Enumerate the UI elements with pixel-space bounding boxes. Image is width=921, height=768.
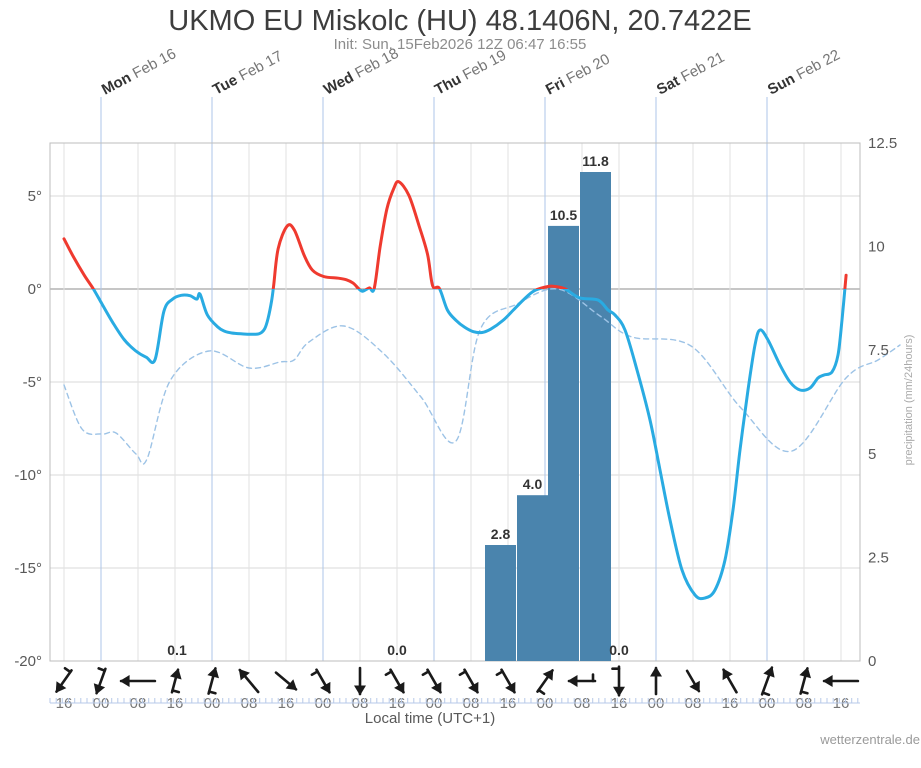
svg-text:12.5: 12.5 <box>868 135 897 152</box>
svg-text:5°: 5° <box>28 188 42 205</box>
svg-text:0°: 0° <box>28 281 42 298</box>
svg-text:precipitation (mm/24hours): precipitation (mm/24hours) <box>903 335 915 466</box>
svg-text:Tue Feb 17: Tue Feb 17 <box>210 48 285 99</box>
svg-text:-10°: -10° <box>14 467 42 484</box>
svg-text:2.5: 2.5 <box>868 549 889 566</box>
svg-text:10: 10 <box>868 239 885 256</box>
svg-text:7.5: 7.5 <box>868 342 889 359</box>
svg-text:0.1: 0.1 <box>167 642 187 658</box>
svg-text:2.8: 2.8 <box>491 526 511 542</box>
svg-text:10.5: 10.5 <box>550 207 577 223</box>
svg-text:Sat Feb 21: Sat Feb 21 <box>654 49 728 99</box>
svg-text:0: 0 <box>868 653 876 670</box>
svg-text:5: 5 <box>868 446 876 463</box>
svg-text:-20°: -20° <box>14 653 42 670</box>
svg-text:Sun Feb 22: Sun Feb 22 <box>765 46 843 98</box>
svg-text:Wed Feb 18: Wed Feb 18 <box>321 45 402 99</box>
svg-text:Fri Feb 20: Fri Feb 20 <box>543 51 613 99</box>
svg-text:-5°: -5° <box>23 374 42 391</box>
svg-text:0.0: 0.0 <box>387 642 407 658</box>
svg-text:0.0: 0.0 <box>609 642 629 658</box>
svg-text:11.8: 11.8 <box>582 153 609 169</box>
svg-text:4.0: 4.0 <box>523 476 543 492</box>
svg-text:Mon Feb 16: Mon Feb 16 <box>99 45 179 98</box>
svg-text:Thu Feb 19: Thu Feb 19 <box>432 47 509 99</box>
svg-text:-15°: -15° <box>14 560 42 577</box>
